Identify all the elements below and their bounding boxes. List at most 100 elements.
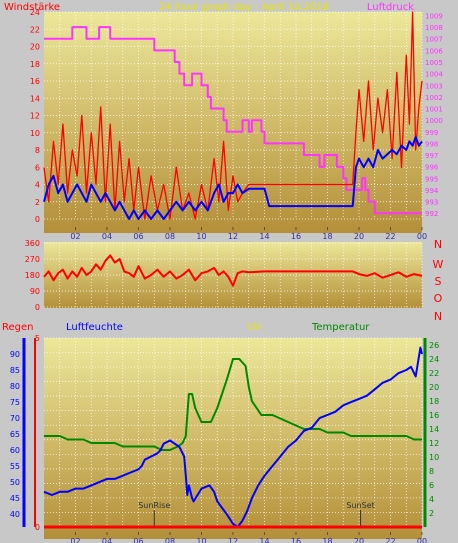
pressure-y-tick-label: 1008: [425, 24, 443, 32]
wind-y-tick-label: 20: [30, 43, 40, 52]
temperature-y-tick-label: 12: [429, 439, 439, 448]
humidity-y-tick-label: 45: [10, 494, 20, 503]
compass-label: W: [433, 258, 444, 271]
x-tick-label: 02: [70, 232, 80, 241]
temperature-y-tick-label: 6: [429, 481, 434, 490]
compass-label: S: [435, 275, 442, 288]
wind-y-tick-label: 18: [30, 60, 40, 69]
temperature-y-tick-label: 14: [429, 425, 439, 434]
x-tick-label: 00: [417, 537, 427, 543]
humidity-y-tick-label: 90: [10, 350, 20, 359]
wind-pressure-ticks: 0246810121416182022249929939949959969979…: [30, 8, 444, 241]
compass-label: N: [434, 238, 442, 251]
wind-y-tick-label: 6: [35, 163, 40, 172]
pressure-line: [44, 26, 422, 215]
pressure-y-tick-label: 994: [425, 187, 439, 195]
temperature-y-tick-label: 4: [429, 495, 434, 504]
humidity-y-tick-label: 50: [10, 478, 20, 487]
wind-y-tick-label: 24: [30, 8, 40, 17]
humidity-y-tick-label: 75: [10, 398, 20, 407]
temperature-y-tick-label: 8: [429, 467, 434, 476]
pressure-y-tick-label: 998: [425, 140, 438, 148]
pressure-y-tick-label: 1006: [425, 47, 443, 55]
x-tick-label: 04: [102, 232, 112, 241]
temperature-line: [44, 358, 422, 451]
pressure-y-tick-label: 1004: [425, 71, 443, 79]
pressure-y-tick-label: 1001: [425, 106, 443, 114]
x-tick-label: 14: [259, 232, 269, 241]
x-tick-label: 18: [322, 232, 332, 241]
x-tick-label: 16: [291, 232, 301, 241]
x-tick-label: 10: [196, 537, 206, 543]
x-tick-label: 06: [133, 232, 143, 241]
compass-label: N: [434, 310, 442, 323]
x-tick-label: 16: [291, 537, 301, 543]
humidity-y-tick-label: 40: [10, 510, 20, 519]
x-tick-label: 22: [385, 537, 395, 543]
x-tick-label: 22: [385, 232, 395, 241]
direction-y-tick-label: 90: [30, 287, 40, 296]
x-tick-label: 04: [102, 537, 112, 543]
x-tick-label: 18: [322, 537, 332, 543]
pressure-y-tick-label: 999: [425, 129, 438, 137]
humidity-axis-title: Luftfeuchte: [66, 322, 123, 333]
pressure-y-tick-label: 1005: [425, 59, 443, 67]
humidity-y-tick-label: 65: [10, 430, 20, 439]
x-tick-label: 08: [165, 232, 175, 241]
compass-label: O: [434, 292, 443, 305]
wind-direction-line: [43, 254, 423, 287]
weather-series: SunRise SunSet: [43, 346, 423, 529]
wind-y-tick-label: 12: [30, 112, 40, 121]
wind-direction-series: [43, 254, 423, 287]
direction-y-tick-label: 0: [35, 303, 40, 312]
wind-y-tick-label: 22: [30, 25, 40, 34]
x-tick-label: 10: [196, 232, 206, 241]
pressure-y-tick-label: 992: [425, 210, 438, 218]
temperature-y-tick-label: 2: [429, 509, 434, 518]
humidity-y-tick-label: 70: [10, 414, 20, 423]
wind-pressure-series: [43, 11, 423, 220]
x-tick-label: 00: [417, 232, 427, 241]
humidity-y-tick-label: 55: [10, 462, 20, 471]
wind-y-tick-label: 4: [35, 181, 40, 190]
wind-axis-title: Windstärke: [4, 2, 60, 13]
sun-label: SunRise: [138, 501, 170, 510]
wind-gust-line: [43, 136, 423, 220]
temperature-y-tick-label: 16: [429, 411, 439, 420]
pressure-axis-title: Luftdruck: [367, 2, 414, 13]
temperature-axis-title: Temperatur: [311, 322, 370, 333]
pressure-y-tick-label: 1007: [425, 36, 443, 44]
temperature-y-tick-label: 26: [429, 341, 439, 350]
pressure-y-tick-label: 1009: [425, 12, 443, 20]
temperature-y-tick-label: 18: [429, 397, 439, 406]
x-tick-label: 20: [354, 537, 364, 543]
x-tick-label: 14: [259, 537, 269, 543]
rain-y-tick-label: 0: [35, 523, 40, 532]
direction-y-tick-label: 270: [25, 255, 40, 264]
pressure-y-tick-label: 997: [425, 152, 438, 160]
pressure-y-tick-label: 993: [425, 199, 438, 207]
x-tick-label: 12: [228, 232, 238, 241]
rain-axis-title: Regen: [2, 322, 34, 333]
humidity-y-tick-label: 60: [10, 446, 20, 455]
pressure-y-tick-label: 1002: [425, 94, 443, 102]
wind-direction-grid: [44, 242, 423, 308]
wind-speed-line: [43, 11, 423, 220]
x-tick-label: 12: [228, 537, 238, 543]
weather-ticks: 0540455055606570758085902468101214161820…: [10, 334, 439, 543]
wind-y-tick-label: 8: [35, 146, 40, 155]
pressure-y-tick-label: 1003: [425, 82, 443, 90]
temperature-y-tick-label: 10: [429, 453, 439, 462]
wind-y-tick-label: 14: [30, 94, 40, 103]
humidity-line: [43, 346, 423, 528]
x-tick-label: 02: [70, 537, 80, 543]
temperature-y-tick-label: 20: [429, 383, 439, 392]
wind-y-tick-label: 16: [30, 77, 40, 86]
chart-title: 24 hour graph day : April 10.2018: [159, 2, 329, 13]
x-tick-label: 20: [354, 232, 364, 241]
wind-y-tick-label: 10: [30, 129, 40, 138]
pressure-y-tick-label: 995: [425, 175, 438, 183]
